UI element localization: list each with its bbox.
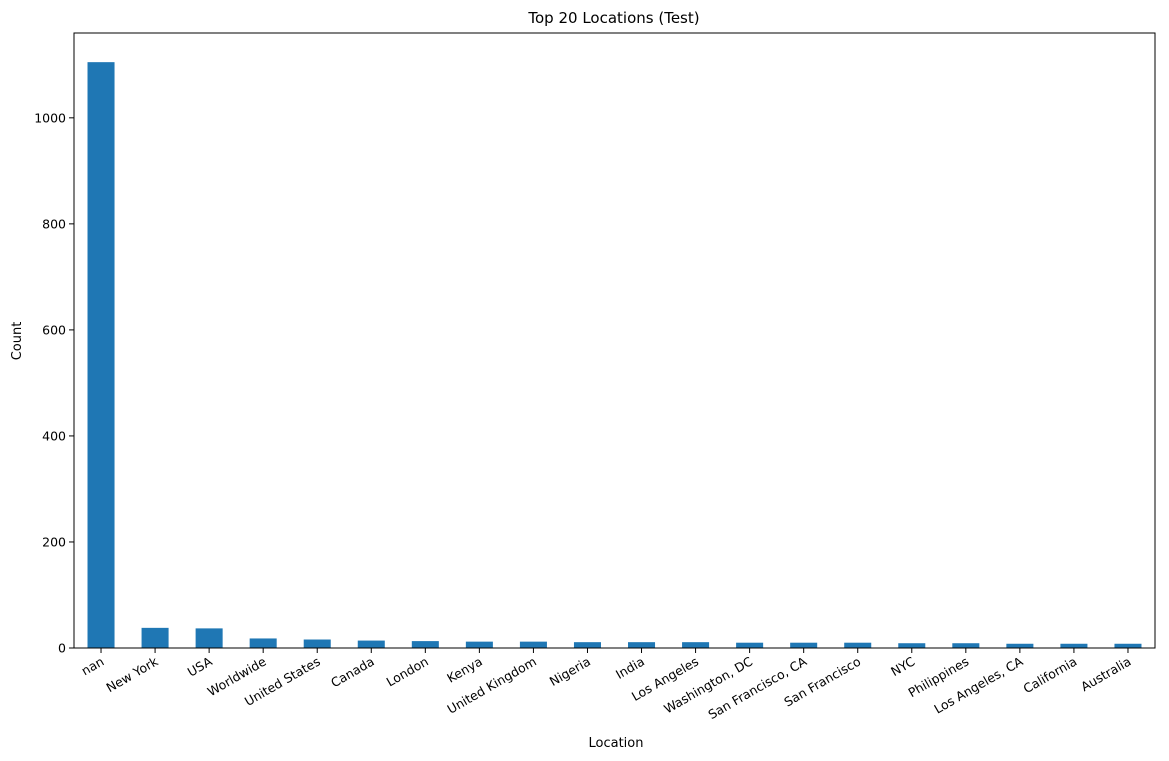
x-tick-label: nan	[79, 654, 107, 679]
bar-19	[1114, 643, 1142, 648]
x-tick-label: New York	[103, 653, 161, 695]
x-axis-label: Location	[589, 736, 644, 751]
x-tick-label: California	[1021, 654, 1080, 697]
bar-14	[844, 642, 872, 648]
bar-15	[898, 643, 926, 648]
bar-3	[249, 638, 277, 648]
bar-2	[195, 628, 223, 648]
y-axis: 0 200 400 600 800 1000	[34, 110, 74, 656]
y-tick-label: 800	[42, 216, 66, 231]
bar-18	[1060, 643, 1088, 648]
bar-16	[952, 643, 980, 648]
y-tick-label: 400	[42, 428, 66, 443]
x-tick-label: Australia	[1078, 654, 1133, 695]
x-tick-label: Kenya	[444, 654, 485, 686]
x-tick-label: India	[613, 654, 647, 682]
bar-17	[1006, 643, 1034, 648]
x-tick-label: San Francisco, CA	[705, 653, 809, 722]
x-tick-label: Los Angeles, CA	[931, 653, 1025, 716]
bar-0	[87, 62, 115, 648]
bar-6	[411, 641, 439, 648]
x-tick-label: London	[384, 654, 431, 690]
x-tick-label: NYC	[888, 653, 917, 679]
bar-11	[682, 642, 710, 648]
y-tick-label: 600	[42, 322, 66, 337]
bar-13	[790, 642, 818, 648]
y-tick-label: 200	[42, 534, 66, 549]
x-tick-label: Nigeria	[547, 654, 593, 689]
y-tick-label: 0	[58, 641, 66, 656]
x-tick-label: United Kingdom	[445, 654, 539, 717]
chart-title: Top 20 Locations (Test)	[527, 9, 699, 27]
y-tick-label: 1000	[34, 110, 66, 125]
bars-group	[87, 62, 1142, 648]
x-tick-label: USA	[185, 653, 215, 679]
bar-10	[628, 642, 656, 648]
y-axis-label: Count	[10, 322, 25, 361]
x-tick-label: Canada	[328, 654, 377, 691]
bar-12	[736, 642, 764, 648]
plot-frame	[73, 32, 1156, 649]
bar-9	[573, 642, 601, 648]
bar-5	[357, 640, 385, 648]
bar-4	[303, 639, 331, 648]
bar-8	[519, 641, 547, 648]
bar-7	[465, 641, 493, 648]
bar-1	[141, 627, 169, 648]
